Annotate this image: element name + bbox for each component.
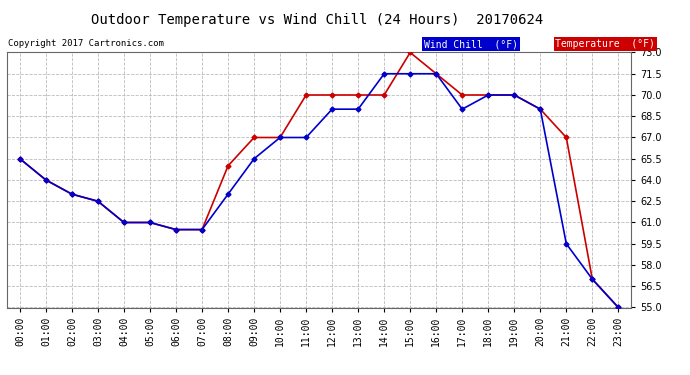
Text: Temperature  (°F): Temperature (°F)	[555, 39, 656, 50]
Text: Wind Chill  (°F): Wind Chill (°F)	[424, 39, 518, 50]
Text: Outdoor Temperature vs Wind Chill (24 Hours)  20170624: Outdoor Temperature vs Wind Chill (24 Ho…	[91, 13, 544, 27]
Text: Copyright 2017 Cartronics.com: Copyright 2017 Cartronics.com	[8, 39, 164, 48]
